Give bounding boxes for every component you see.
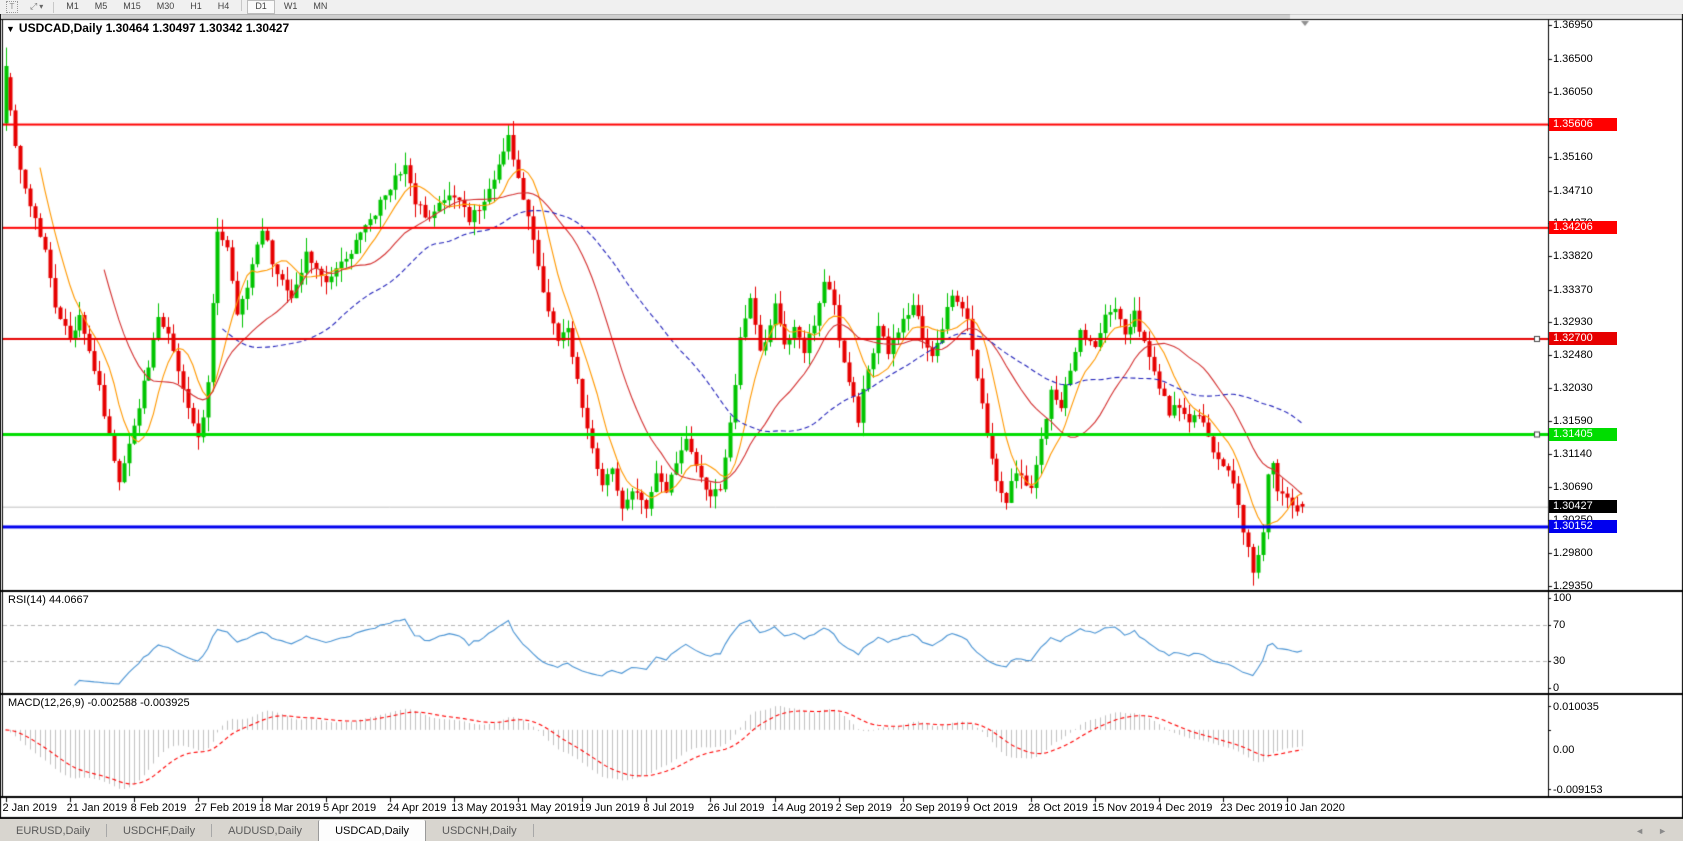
date-tick-label: 15 Nov 2019 [1092, 802, 1155, 814]
price-tick-label: 1.35160 [1553, 151, 1593, 164]
rsi-tick-label: 30 [1553, 655, 1566, 667]
rsi-indicator-label: RSI(14) 44.0667 [8, 594, 89, 606]
price-tick-label: 1.36050 [1553, 85, 1593, 98]
timeframe-button-h4[interactable]: H4 [217, 1, 230, 11]
tabs-scroll-right-button[interactable]: ► [1658, 825, 1667, 836]
timeframe-button-m30[interactable]: M30 [156, 1, 175, 11]
price-tick-label: 1.31140 [1553, 448, 1592, 461]
tab-separator [532, 824, 534, 837]
chart-title: ▼ USDCAD,Daily 1.30464 1.30497 1.30342 1.… [6, 21, 289, 35]
price-tick-label: 1.33370 [1553, 283, 1593, 296]
level-price-label: 1.34206 [1549, 220, 1617, 234]
timeframe-button-d1[interactable]: D1 [247, 0, 275, 14]
timeframe-button-h1[interactable]: H1 [190, 1, 202, 11]
price-tick-label: 1.34710 [1553, 184, 1593, 197]
date-tick-label: 28 Oct 2019 [1027, 802, 1088, 814]
level-price-label: 1.30152 [1549, 519, 1617, 533]
price-tick-label: 1.29800 [1553, 546, 1593, 559]
tab-usdchf[interactable]: USDCHF,Daily [122, 824, 196, 837]
top-toolbar: T ⤢ ▾ M1 M5 M15 M30 H1 H4 D1 W1 MN [0, 0, 1683, 14]
timeframe-button-w1[interactable]: W1 [283, 1, 298, 11]
tab-separator [211, 824, 213, 837]
text-tool-icon: T [6, 1, 18, 13]
price-tick-label: 1.33820 [1553, 250, 1593, 263]
arrows-icon: ⤢ [30, 1, 38, 11]
level-price-label: 1.31405 [1549, 427, 1617, 441]
rsi-tick-label: 70 [1553, 619, 1566, 631]
timeframe-button-mn[interactable]: MN [313, 1, 328, 11]
date-tick-label: 23 Dec 2019 [1220, 802, 1283, 814]
date-tick-label: 2 Jan 2019 [2, 802, 57, 814]
tab-usdcad[interactable]: USDCAD,Daily [318, 820, 427, 841]
toolbar-separator [53, 1, 55, 13]
level-price-label: 1.35606 [1549, 117, 1617, 131]
macd-tick-label: 0.00 [1553, 744, 1575, 756]
current-price-label: 1.30427 [1549, 499, 1617, 513]
date-tick-label: 8 Feb 2019 [130, 802, 187, 814]
date-tick-label: 9 Oct 2019 [963, 802, 1018, 814]
timeframe-button-group: M1 M5 M15 M30 H1 H4 D1 W1 MN [58, 0, 335, 14]
level-price-label: 1.32700 [1549, 331, 1617, 345]
text-labels-tool-button[interactable]: T [2, 1, 22, 13]
date-tick-label: 2 Sep 2019 [835, 802, 892, 814]
tab-separator [105, 824, 107, 837]
timeframe-button-m1[interactable]: M1 [66, 1, 79, 11]
date-tick-label: 20 Sep 2019 [899, 802, 963, 814]
price-tick-label: 1.32480 [1553, 349, 1593, 362]
date-tick-label: 4 Dec 2019 [1156, 802, 1213, 814]
collapse-icon: ▼ [6, 24, 15, 34]
price-tick-label: 1.36500 [1553, 52, 1593, 65]
price-tick-label: 1.29350 [1553, 580, 1593, 593]
date-tick-label: 31 May 2019 [515, 802, 579, 814]
chevron-down-icon: ▾ [39, 2, 44, 11]
tab-audusd[interactable]: AUDUSD,Daily [228, 824, 303, 837]
rsi-tick-label: 0 [1553, 682, 1560, 694]
arrows-tool-button[interactable]: ⤢ ▾ [26, 1, 47, 13]
tab-usdcnh[interactable]: USDCNH,Daily [442, 824, 517, 837]
date-tick-label: 27 Feb 2019 [194, 802, 257, 814]
price-tick-label: 1.32030 [1553, 382, 1593, 395]
date-tick-label: 10 Jan 2020 [1284, 802, 1345, 814]
date-tick-label: 18 Mar 2019 [258, 802, 321, 814]
symbol-ohlc-text: USDCAD,Daily 1.30464 1.30497 1.30342 1.3… [18, 21, 290, 35]
tabs-scroll-left-button[interactable]: ◄ [1635, 825, 1645, 836]
price-tick-label: 1.32930 [1553, 315, 1593, 328]
rsi-tick-label: 100 [1553, 592, 1572, 604]
date-tick-label: 5 Apr 2019 [322, 802, 377, 814]
toolbar-separator [241, 0, 243, 11]
timeframe-button-m15[interactable]: M15 [123, 1, 141, 11]
price-tick-label: 1.31590 [1553, 414, 1593, 427]
date-tick-label: 8 Jul 2019 [643, 802, 695, 814]
macd-tick-label: -0.009153 [1553, 784, 1603, 796]
macd-tick-label: 0.010035 [1553, 701, 1599, 713]
tab-eurusd[interactable]: EURUSD,Daily [16, 824, 90, 837]
macd-indicator-label: MACD(12,26,9) -0.002588 -0.003925 [8, 697, 190, 709]
date-tick-label: 14 Aug 2019 [771, 802, 834, 814]
price-tick-label: 1.36950 [1553, 19, 1593, 32]
date-tick-label: 21 Jan 2019 [66, 802, 128, 814]
price-tick-label: 1.30690 [1553, 481, 1593, 494]
date-tick-label: 24 Apr 2019 [387, 802, 447, 814]
date-tick-label: 26 Jul 2019 [707, 802, 765, 814]
chart-tab-bar: EURUSD,Daily USDCHF,Daily AUDUSD,Daily USDC… [0, 818, 1683, 841]
date-tick-label: 19 Jun 2019 [579, 802, 640, 814]
date-tick-label: 13 May 2019 [451, 802, 515, 814]
timeframe-button-m5[interactable]: M5 [94, 1, 108, 11]
